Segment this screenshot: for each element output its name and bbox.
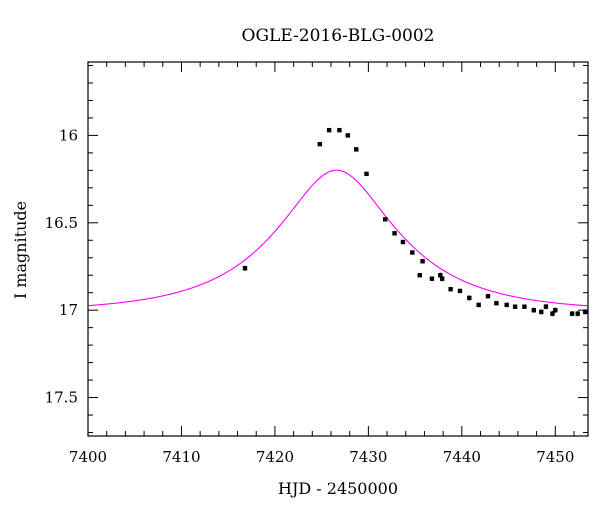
data-point [410,250,415,255]
chart-title: OGLE-2016-BLG-0002 [242,26,435,46]
data-point [575,311,580,316]
data-point [354,147,359,152]
data-points [242,127,588,317]
data-point [400,239,406,245]
data-point [504,302,509,308]
y-tick-label: 16 [59,126,78,144]
data-point [345,133,351,138]
data-point [317,141,322,147]
data-point [512,304,518,309]
data-point [382,217,388,222]
y-tick-label: 17 [59,301,78,319]
data-point [438,273,443,278]
x-axis-label: HJD - 2450000 [278,479,398,498]
axis-ticks [87,62,588,436]
data-point [448,286,453,292]
x-tick-label: 7410 [162,448,200,466]
data-point [242,266,248,271]
data-point [429,276,435,281]
x-tick-label: 7430 [349,448,387,466]
data-point [553,307,558,313]
data-point [417,273,422,278]
data-point [326,127,332,133]
data-point [522,304,527,309]
x-tick-label: 7440 [443,448,481,466]
data-point [582,309,588,315]
data-point [392,231,397,236]
y-axis-label: I magnitude [11,201,30,299]
data-point [485,293,491,299]
model-curve [87,169,589,307]
plot-content [87,127,589,317]
data-point [543,304,549,309]
plot-frame [87,61,589,437]
y-tick-label: 17.5 [45,389,78,407]
data-point [550,311,555,316]
x-tick-label: 7420 [256,448,294,466]
data-point [337,127,342,133]
data-point [494,300,499,306]
data-point [420,259,425,264]
axis-tick-labels: 7400 7410 7420 7430 7440 7450 16 16.5 17 17.5 [45,126,575,466]
data-point [531,307,536,313]
x-tick-label: 7400 [69,448,107,466]
data-point [457,288,463,294]
data-point [440,276,445,281]
data-point [476,302,481,308]
y-tick-label: 16.5 [45,214,78,232]
data-point [467,295,472,301]
data-point [364,171,369,177]
x-tick-label: 7450 [536,448,574,466]
data-point [569,311,575,316]
data-point [539,309,544,315]
